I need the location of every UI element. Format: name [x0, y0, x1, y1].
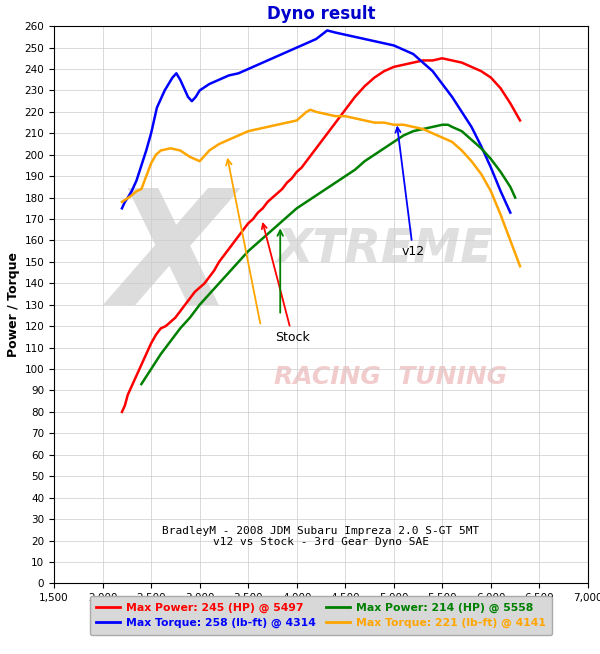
Text: RACING  TUNING: RACING TUNING — [274, 365, 507, 389]
Y-axis label: Power / Torque: Power / Torque — [7, 252, 20, 357]
Text: Stock: Stock — [262, 224, 310, 344]
Title: Dyno result: Dyno result — [267, 5, 375, 23]
Text: XTREME: XTREME — [277, 226, 493, 271]
Text: v12: v12 — [395, 128, 425, 258]
Text: X: X — [110, 182, 233, 337]
X-axis label: Engine Speed (RPM): Engine Speed (RPM) — [250, 608, 392, 620]
Text: BradleyM - 2008 JDM Subaru Impreza 2.0 S-GT 5MT
v12 vs Stock - 3rd Gear Dyno SAE: BradleyM - 2008 JDM Subaru Impreza 2.0 S… — [163, 526, 479, 547]
Legend: Max Power: 245 (HP) @ 5497, Max Torque: 258 (lb-ft) @ 4314, Max Power: 214 (HP) : Max Power: 245 (HP) @ 5497, Max Torque: … — [90, 596, 552, 635]
